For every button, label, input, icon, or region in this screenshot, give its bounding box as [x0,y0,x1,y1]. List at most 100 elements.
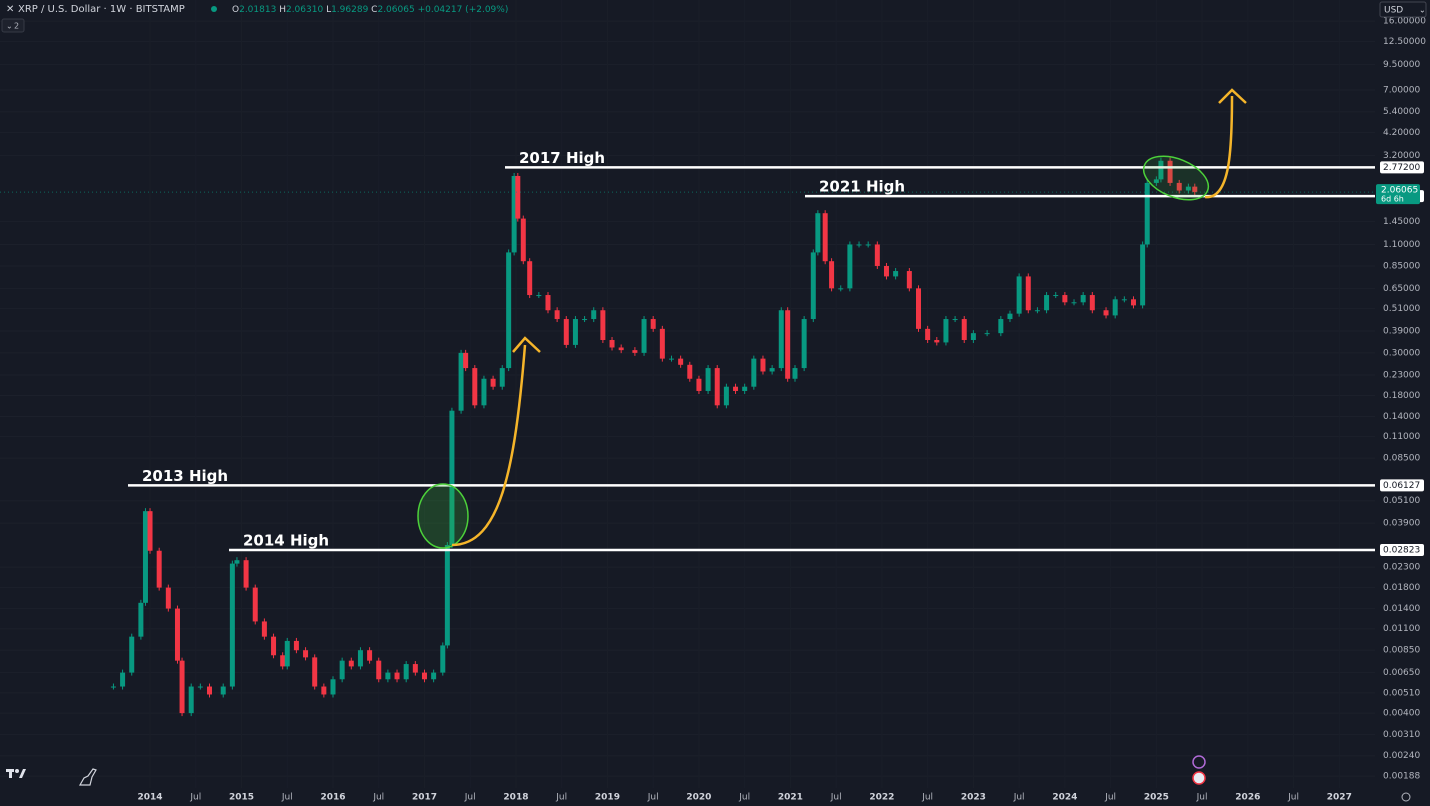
candle-body [174,608,180,661]
candle-body [1062,295,1068,303]
y-tick-label: 0.00240 [1383,751,1420,761]
level-tag-label: 0.06127 [1383,481,1420,491]
level-label: 2013 High [142,467,228,485]
levels: 2013 High 2014 High 2017 High 2021 High [0,149,1375,552]
countdown: 6d 6h [1381,195,1404,204]
candle-body [506,252,512,369]
ohlc-label: C [371,5,377,15]
ohlc-label: L [326,5,331,15]
x-tick-label: Jul [830,793,842,803]
ohlc-value: 2.06310 [286,5,323,15]
candle-body [261,621,267,637]
change: +0.04217 (+2.09%) [418,5,509,15]
y-axis: 16.00000 12.50000 9.50000 7.00000 5.40000 4.2… [1383,17,1426,782]
candle-body [865,244,871,246]
level-label: 2014 High [243,532,329,550]
ohlc-value: 2.06065 [377,5,414,15]
candle-body [376,660,382,680]
level-label: 2021 High [819,178,905,196]
level-tag-label: 2.77200 [1383,163,1420,173]
candle-body [659,328,665,359]
y-tick-label: 3.20000 [1383,151,1420,161]
candle-body [440,645,446,673]
candle-body [829,261,835,289]
candle-body [357,650,363,667]
x-tick-label: Jul [281,793,293,803]
status-dot [211,6,217,12]
y-tick-label: 0.51000 [1383,304,1420,314]
event-icon[interactable] [1192,755,1206,769]
currency-box[interactable] [1379,1,1427,18]
candle-body [572,319,578,345]
candle-body [1112,299,1118,316]
candle-body [129,636,135,673]
dino-icon[interactable] [78,768,97,786]
candle-body [1016,276,1022,314]
chevron: ⌄ [6,22,13,31]
y-tick-label: 0.11000 [1383,432,1420,442]
candle-body [348,660,354,667]
candle-body [110,686,116,688]
y-tick-label: 5.40000 [1383,107,1420,117]
candle-body [792,368,798,379]
candle-body [874,244,880,266]
candle-body [600,310,606,341]
settings-icon[interactable] [1401,792,1411,802]
x-tick-label: 2018 [503,793,528,803]
x-tick-label: 2017 [412,793,437,803]
candle-body [339,660,345,680]
header: ✕ XRP / U.S. Dollar · 1W · BITSTAMP O2.0… [1,1,1427,33]
y-tick-label: 0.01100 [1383,624,1420,634]
candle-body [838,288,844,290]
highlight-ellipse [1142,155,1210,201]
candle-body [243,560,249,588]
y-tick-label: 0.65000 [1383,284,1420,294]
candle-body [284,640,290,667]
y-tick-label: 0.01400 [1383,604,1420,614]
level-label: 2017 High [519,149,605,167]
chevron: ⌄ [1419,6,1426,15]
candle-body [856,244,862,246]
y-tick-label: 0.00850 [1383,646,1420,656]
candle-body [444,544,450,646]
candle-body [188,686,194,714]
candle-body [220,686,226,695]
x-tick-label: Jul [464,793,476,803]
last-price-tag [1376,184,1420,205]
candle-body [1053,295,1059,297]
candle-body [810,252,816,320]
x-tick-label: Jul [1104,793,1116,803]
candle-body [165,587,171,609]
event-icon[interactable] [1192,771,1206,785]
level-tag-label: 0.02823 [1383,546,1420,556]
candle-body [303,650,309,658]
y-tick-label: 0.14000 [1383,412,1420,422]
x-tick-label: Jul [555,793,567,803]
candle-body [234,560,240,564]
y-tick-label: 9.50000 [1383,60,1420,70]
y-tick-label: 0.02300 [1383,563,1420,573]
close-icon[interactable]: ✕ [6,4,14,15]
candle-body [280,655,286,667]
y-tick-label: 0.00310 [1383,730,1420,740]
x-tick-label: 2014 [138,793,163,803]
candle-body [915,288,921,329]
candle-body [1044,295,1050,311]
y-tick-label: 0.39000 [1383,326,1420,336]
ohlc-value: 1.96289 [331,5,368,15]
candle-body [687,364,693,379]
candle-body [431,672,437,680]
candle-body [1103,310,1109,316]
candle-body [785,310,791,379]
candle-body [312,657,318,687]
y-tick-label: 1.10000 [1383,240,1420,250]
candle-body [998,319,1004,334]
x-tick-label: Jul [1013,793,1025,803]
candle-body [778,310,784,369]
candle-body [925,328,931,341]
candle-body [696,378,702,391]
x-tick-label: Jul [372,793,384,803]
candle-body [120,672,126,687]
indicators-toggle[interactable] [1,18,25,33]
